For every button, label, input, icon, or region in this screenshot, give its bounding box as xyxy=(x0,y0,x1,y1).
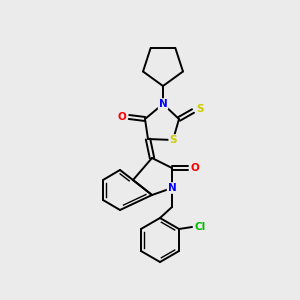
Text: N: N xyxy=(168,183,176,193)
Text: N: N xyxy=(159,99,167,109)
Text: S: S xyxy=(169,135,177,145)
Text: O: O xyxy=(118,112,126,122)
Text: O: O xyxy=(190,163,200,173)
Text: Cl: Cl xyxy=(194,222,206,232)
Text: S: S xyxy=(196,104,204,114)
